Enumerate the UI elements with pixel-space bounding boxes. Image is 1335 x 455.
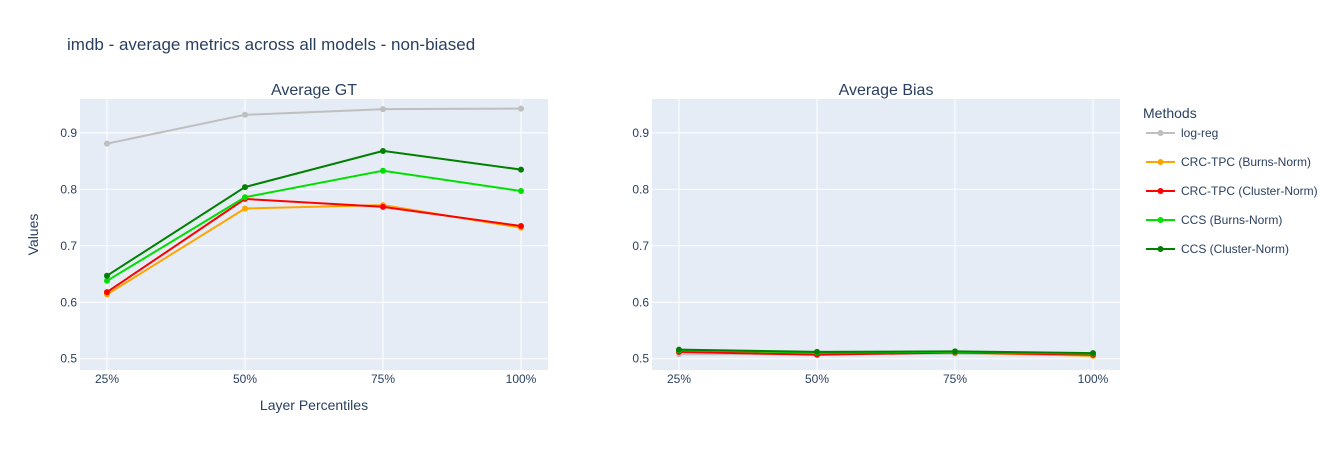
y-tick-label: 0.7 [60,239,77,253]
subplot-title-gt: Average GT [271,82,357,99]
x-tick-label: 100% [506,372,537,386]
y-tick-label: 0.8 [632,182,649,196]
tick-labels-bias: 0.5 0.6 0.7 0.8 0.9 25% 50% 75% 100% [632,126,1108,386]
series-line-ccs-cluster-norm [106,149,522,277]
data-point-log-reg [242,111,248,118]
x-tick-label: 100% [1078,372,1109,386]
series-lines-gt [104,105,524,298]
x-tick-label: 75% [371,372,395,386]
y-tick-label: 0.6 [60,295,77,309]
x-tick-label: 25% [95,372,119,386]
legend-swatch-marker [1157,188,1164,194]
data-point-ccs-burns-norm [104,277,110,284]
x-tick-label: 25% [667,372,691,386]
plot-area-gt [80,99,548,370]
y-tick-label: 0.5 [632,352,649,366]
data-point-log-reg [104,140,110,147]
data-point-ccs-burns-norm [242,194,248,201]
data-point-ccs-cluster-norm [518,166,524,173]
y-axis-label: Values [25,214,41,256]
x-axis-label: Layer Percentiles [260,397,368,413]
legend: Methods log-reg CRC-TPC (Burns-Norm) CRC-T… [1143,105,1318,256]
y-tick-label: 0.8 [60,182,77,196]
legend-swatch-marker [1157,217,1164,223]
data-point-ccs-burns-norm [518,188,524,195]
legend-items: log-reg CRC-TPC (Burns-Norm) CRC-TPC (Clus… [1146,126,1318,256]
x-tick-label: 50% [805,372,829,386]
series-line-ccs-burns-norm [106,169,522,282]
series-line-log-reg [106,107,522,145]
series-line-crc-tpc-cluster-norm [106,197,522,293]
legend-swatch-marker [1157,159,1164,165]
data-point-crc-tpc-burns-norm [242,205,248,212]
subplot-title-bias: Average Bias [839,82,934,99]
y-tick-label: 0.9 [60,126,77,140]
data-point-log-reg [380,106,386,113]
chart-title: imdb - average metrics across all models… [67,35,475,54]
legend-title: Methods [1143,105,1197,121]
series-line-ccs-cluster-norm [678,348,1094,355]
legend-label-ccs-burns-norm: CCS (Burns-Norm) [1181,213,1282,227]
tick-labels-gt: 0.5 0.6 0.7 0.8 0.9 25% 50% 75% 100% [60,126,536,386]
data-point-log-reg [518,105,524,112]
plot-area-bias [652,99,1120,370]
data-point-ccs-cluster-norm [676,346,682,353]
x-tick-label: 75% [943,372,967,386]
y-tick-label: 0.9 [632,126,649,140]
data-point-crc-tpc-cluster-norm [380,203,386,210]
series-lines-bias [676,346,1096,359]
subplot-average-bias: 0.5 0.6 0.7 0.8 0.9 25% 50% 75% 100% Average Bia… [632,82,1120,386]
subplot-average-gt: 0.50.60.70.80.925% 50% 75% 100% Average GT … [25,82,548,413]
data-point-crc-tpc-cluster-norm [104,289,110,296]
data-point-ccs-cluster-norm [104,272,110,279]
x-tick-label: 50% [233,372,257,386]
legend-label-crc-tpc-burns-norm: CRC-TPC (Burns-Norm) [1181,155,1311,169]
legend-label-ccs-cluster-norm: CCS (Cluster-Norm) [1181,242,1289,256]
legend-label-crc-tpc-cluster-norm: CRC-TPC (Cluster-Norm) [1181,184,1318,198]
legend-swatch-marker [1157,246,1164,252]
y-tick-label: 0.7 [632,239,649,253]
data-point-crc-tpc-cluster-norm [518,223,524,230]
y-tick-label: 0.6 [632,295,649,309]
data-point-ccs-burns-norm [380,167,386,174]
data-point-ccs-cluster-norm [1090,350,1096,357]
data-point-ccs-cluster-norm [952,348,958,355]
y-tick-label: 0.5 [60,352,77,366]
data-point-ccs-cluster-norm [814,348,820,355]
legend-swatch-marker [1157,130,1164,136]
data-point-ccs-cluster-norm [242,184,248,191]
legend-label-log-reg: log-reg [1181,126,1218,140]
gridlines-bias [652,99,1120,370]
data-point-ccs-cluster-norm [380,147,386,154]
